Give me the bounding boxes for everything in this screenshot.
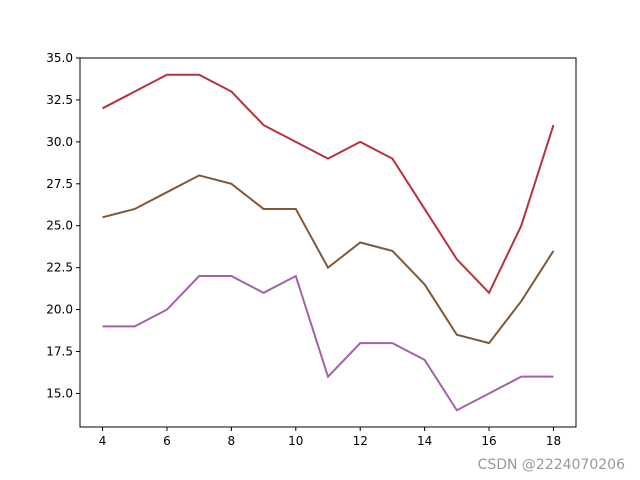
y-tick-label: 25.0 xyxy=(46,219,73,233)
y-tick-label: 27.5 xyxy=(46,177,73,191)
x-tick-label: 6 xyxy=(163,434,171,448)
x-tick-label: 10 xyxy=(288,434,303,448)
series-line xyxy=(102,174,555,345)
y-tick-label: 15.0 xyxy=(46,386,73,400)
series-line xyxy=(102,274,554,412)
y-tick-label: 22.5 xyxy=(46,261,73,275)
x-tick-label: 16 xyxy=(481,434,496,448)
x-tick-label: 14 xyxy=(417,434,432,448)
x-tick-label: 18 xyxy=(546,434,561,448)
plot-frame xyxy=(79,57,577,428)
x-tick-label: 4 xyxy=(99,434,107,448)
watermark: CSDN @2224070206 xyxy=(478,457,626,473)
x-tick-label: 12 xyxy=(353,434,368,448)
y-tick-label: 32.5 xyxy=(46,93,73,107)
y-tick-label: 30.0 xyxy=(46,135,73,149)
series-line xyxy=(102,73,555,295)
x-tick-label: 8 xyxy=(228,434,236,448)
y-tick-label: 20.0 xyxy=(46,303,73,317)
y-tick-label: 35.0 xyxy=(46,51,73,65)
y-tick-label: 17.5 xyxy=(46,345,73,359)
